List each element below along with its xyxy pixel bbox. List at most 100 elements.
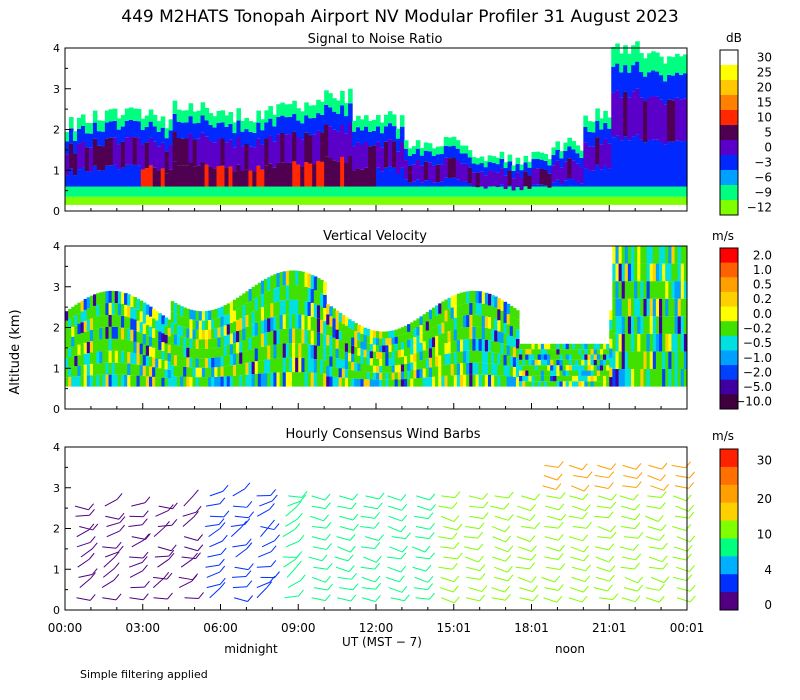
- vvel-cell: [425, 349, 430, 359]
- snr-cell: [240, 131, 246, 147]
- snr-cell: [304, 132, 309, 163]
- snr-cell: [152, 196, 158, 205]
- wind-barb-flag: [374, 512, 380, 519]
- snr-cell: [415, 148, 421, 161]
- x-tick-label: 03:00: [125, 621, 160, 635]
- snr-cell: [615, 186, 620, 197]
- vvel-cell: [575, 359, 579, 366]
- vvel-cell: [208, 367, 212, 378]
- vvel-cell: [615, 333, 620, 352]
- vvel-cell: [326, 355, 330, 366]
- snr-cell: [184, 196, 190, 205]
- wind-barb: [182, 511, 197, 517]
- wind-barb: [466, 566, 481, 572]
- vvel-cell: [481, 303, 486, 316]
- snr-cell: [336, 113, 341, 132]
- vvel-cell: [226, 345, 231, 356]
- snr-cell: [188, 196, 194, 205]
- wind-barb: [206, 571, 220, 578]
- snr-cell: [144, 127, 150, 143]
- vvel-cell: [208, 348, 212, 359]
- snr-cell: [643, 58, 648, 77]
- vvel-cell: [192, 367, 197, 378]
- vvel-cell: [391, 330, 396, 338]
- vvel-cell: [525, 365, 529, 371]
- vvel-cell: [148, 336, 153, 347]
- wind-barb-flag: [688, 511, 695, 519]
- snr-cell: [619, 196, 624, 205]
- vvel-cell: [519, 370, 523, 376]
- vvel-cell: [114, 338, 119, 351]
- vvel-cell: [326, 335, 330, 346]
- vvel-cell: [208, 329, 212, 340]
- snr-cell: [96, 145, 102, 171]
- snr-cell: [360, 119, 365, 131]
- wind-barb: [469, 505, 484, 509]
- vvel-cell: [338, 331, 343, 341]
- vvel-cell: [441, 365, 445, 376]
- snr-cell: [284, 186, 289, 197]
- wind-barb-flag: [349, 534, 356, 541]
- snr-cell: [415, 196, 421, 205]
- snr-cell: [607, 117, 612, 129]
- vvel-cell: [295, 314, 299, 329]
- snr-cell: [623, 196, 628, 205]
- vvel-cell: [643, 263, 648, 282]
- wind-barb-flag: [686, 574, 693, 581]
- wind-barb: [544, 525, 559, 529]
- snr-cell: [368, 146, 373, 171]
- vvel-cell: [674, 316, 679, 334]
- snr-cell: [160, 186, 166, 197]
- snr-cell: [559, 186, 564, 197]
- vvel-cell: [379, 331, 383, 339]
- wind-barb-flag: [607, 511, 614, 519]
- wind-barb: [184, 546, 198, 552]
- vvel-cell: [652, 369, 657, 387]
- snr-cell: [356, 186, 361, 197]
- vvel-cell: [65, 367, 69, 378]
- vvel-cell: [120, 362, 125, 375]
- vvel-cell: [338, 312, 343, 323]
- vvel-cell: [441, 333, 445, 344]
- vvel-cell: [372, 351, 377, 359]
- vvel-cell: [547, 354, 551, 360]
- vvel-cell: [481, 374, 486, 387]
- snr-cell: [92, 186, 98, 197]
- wind-barb: [492, 556, 506, 562]
- vvel-cell: [369, 372, 374, 380]
- snr-cell: [92, 110, 98, 123]
- vvel-cell: [310, 330, 315, 345]
- colorbar-swatch: [720, 365, 738, 381]
- wind-barb: [415, 536, 430, 540]
- wind-barb: [494, 495, 509, 499]
- snr-cell: [348, 155, 353, 187]
- vvel-cell: [117, 303, 122, 316]
- vvel-cell: [257, 347, 262, 361]
- wind-barb-flag: [454, 491, 461, 498]
- vvel-cell: [133, 341, 138, 354]
- colorbar-swatch: [720, 335, 738, 351]
- colorbar-label: −6: [754, 171, 772, 185]
- snr-cell: [527, 167, 533, 176]
- vvel-cell: [204, 339, 209, 349]
- snr-cell: [280, 162, 285, 187]
- wind-barb-flag: [429, 522, 436, 530]
- snr-cell: [491, 162, 497, 172]
- snr-cell: [328, 157, 333, 187]
- vvel-cell: [127, 351, 131, 364]
- vvel-cell: [357, 340, 361, 348]
- vvel-cell: [68, 338, 72, 348]
- snr-cell: [635, 196, 640, 205]
- vvel-cell: [77, 313, 82, 324]
- snr-cell: [603, 186, 608, 197]
- wind-barb-flag: [218, 518, 225, 525]
- snr-cell: [72, 140, 78, 154]
- snr-cell: [276, 162, 281, 187]
- vvel-cell: [385, 345, 389, 353]
- vvel-cell: [447, 319, 452, 332]
- snr-cell: [447, 158, 453, 178]
- vvel-cell: [627, 369, 632, 387]
- wind-barb: [441, 495, 456, 499]
- wind-barb: [469, 515, 484, 520]
- vvel-cell: [242, 316, 246, 329]
